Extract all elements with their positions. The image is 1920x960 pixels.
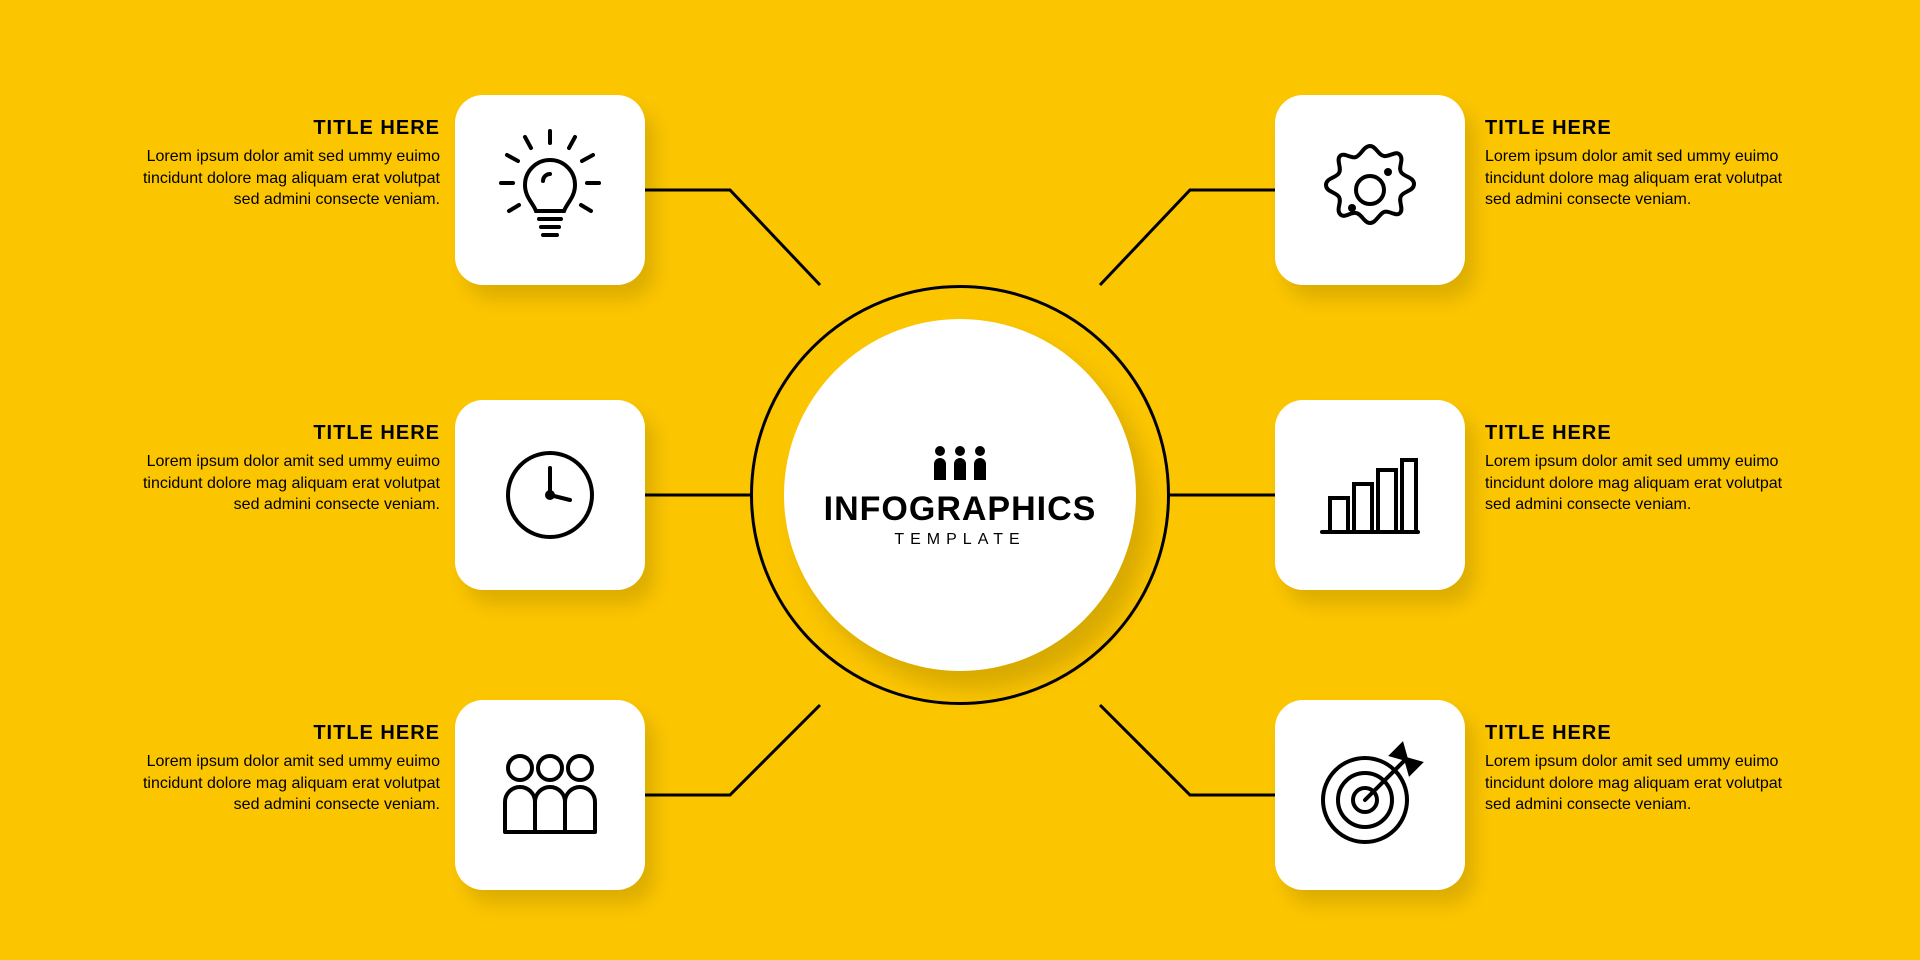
card-bar-chart [1275,400,1465,590]
text-block-people: TITLE HERE Lorem ipsum dolor amit sed um… [130,722,440,816]
item-body: Lorem ipsum dolor amit sed ummy euimo ti… [1485,451,1795,516]
people-trio-icon [920,442,1000,482]
target-icon [1310,735,1430,855]
bar-chart-icon [1310,440,1430,550]
center-subtitle: TEMPLATE [894,531,1025,549]
item-body: Lorem ipsum dolor amit sed ummy euimo ti… [130,451,440,516]
clock-icon [495,440,605,550]
lightbulb-icon [495,125,605,255]
item-title: TITLE HERE [1485,422,1795,445]
text-block-clock: TITLE HERE Lorem ipsum dolor amit sed um… [130,422,440,516]
text-block-gear: TITLE HERE Lorem ipsum dolor amit sed um… [1485,117,1795,211]
item-title: TITLE HERE [1485,722,1795,745]
text-block-target: TITLE HERE Lorem ipsum dolor amit sed um… [1485,722,1795,816]
card-lightbulb [455,95,645,285]
card-gear [1275,95,1465,285]
card-target [1275,700,1465,890]
text-block-lightbulb: TITLE HERE Lorem ipsum dolor amit sed um… [130,117,440,211]
item-title: TITLE HERE [1485,117,1795,140]
connector-line [645,190,820,285]
card-clock [455,400,645,590]
gear-icon [1310,130,1430,250]
card-people [455,700,645,890]
item-title: TITLE HERE [130,117,440,140]
item-body: Lorem ipsum dolor amit sed ummy euimo ti… [130,146,440,211]
item-title: TITLE HERE [130,722,440,745]
connector-line [1100,190,1275,285]
center-circle: INFOGRAPHICS TEMPLATE [784,319,1136,671]
item-body: Lorem ipsum dolor amit sed ummy euimo ti… [1485,146,1795,211]
connector-line [1100,705,1275,795]
connector-line [645,705,820,795]
infographic-canvas: INFOGRAPHICS TEMPLATE TITLE HERE Lorem i… [0,0,1920,960]
item-body: Lorem ipsum dolor amit sed ummy euimo ti… [130,751,440,816]
text-block-bar-chart: TITLE HERE Lorem ipsum dolor amit sed um… [1485,422,1795,516]
item-title: TITLE HERE [130,422,440,445]
item-body: Lorem ipsum dolor amit sed ummy euimo ti… [1485,751,1795,816]
people-icon [485,740,615,850]
center-title: INFOGRAPHICS [824,490,1097,529]
